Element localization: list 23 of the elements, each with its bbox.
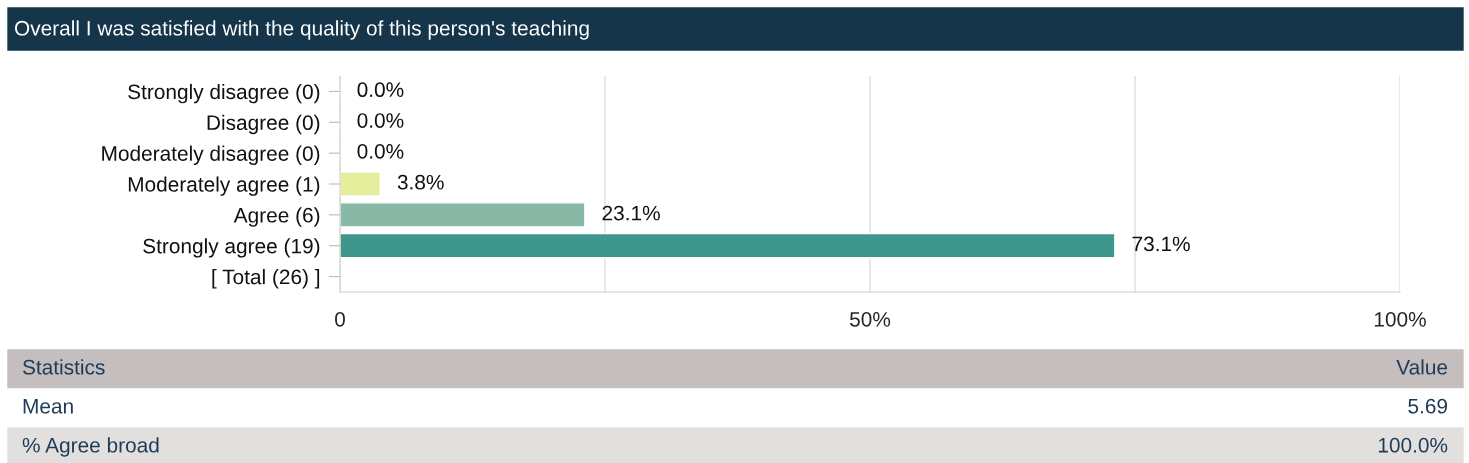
y-tick-label: Disagree (0) (207, 114, 320, 135)
text: Mean (23, 399, 73, 414)
y-tick-label: Moderately agree (1) (128, 176, 320, 196)
chart-title: Overall I was satisfied with the quality of this person's teaching (14, 20, 589, 40)
data-label: 0.0% (357, 113, 404, 128)
x-tick-label: 0 (335, 311, 345, 327)
text: Statistics (22, 359, 105, 375)
data-label: 0.0% (357, 143, 404, 159)
data-label: 3.8% (397, 174, 444, 190)
y-tick-label: Strongly disagree (0) (128, 83, 320, 104)
y-tick-label: Strongly agree (19) (143, 238, 320, 258)
y-tick-label: Agree (6) (233, 207, 320, 227)
text: Value (1396, 359, 1448, 375)
text: 100.0% (1378, 437, 1448, 453)
data-label: 23.1% (602, 205, 660, 221)
text: 5.69 (1408, 398, 1448, 414)
y-tick-label: Moderately disagree (0) (102, 145, 320, 166)
data-label: 0.0% (357, 82, 404, 98)
data-label: 73.1% (1132, 236, 1190, 252)
x-tick-label: 100% (1374, 311, 1426, 327)
text: % Agree broad (22, 437, 159, 457)
y-tick-label: [ Total (26) ] (212, 269, 320, 289)
x-tick-label: 50% (849, 311, 891, 327)
